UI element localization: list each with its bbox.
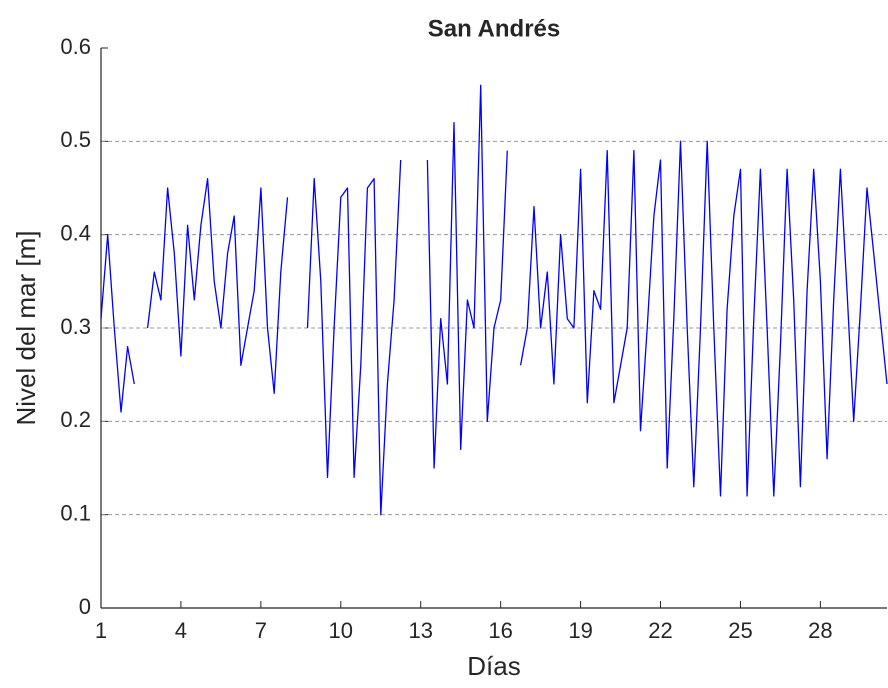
y-tick-label: 0.2 [60,407,91,432]
x-tick-label: 25 [728,618,752,643]
y-axis-label: Nivel del mar [m] [11,230,41,425]
x-axis-label: Días [467,651,520,681]
y-tick-label: 0 [79,594,91,619]
x-tick-label: 19 [568,618,592,643]
x-tick-label: 1 [95,618,107,643]
x-tick-label: 16 [488,618,512,643]
y-tick-label: 0.3 [60,314,91,339]
x-tick-label: 7 [255,618,267,643]
x-tick-label: 4 [175,618,187,643]
y-tick-label: 0.6 [60,34,91,59]
x-tick-label: 10 [329,618,353,643]
data-line [100,84,888,516]
y-tick-label: 0.5 [60,127,91,152]
x-tick-label: 28 [808,618,832,643]
y-tick-label: 0.1 [60,500,91,525]
y-tick-label: 0.4 [60,220,91,245]
x-tick-label: 22 [648,618,672,643]
x-tick-label: 13 [408,618,432,643]
chart-title: San Andrés [428,15,560,42]
